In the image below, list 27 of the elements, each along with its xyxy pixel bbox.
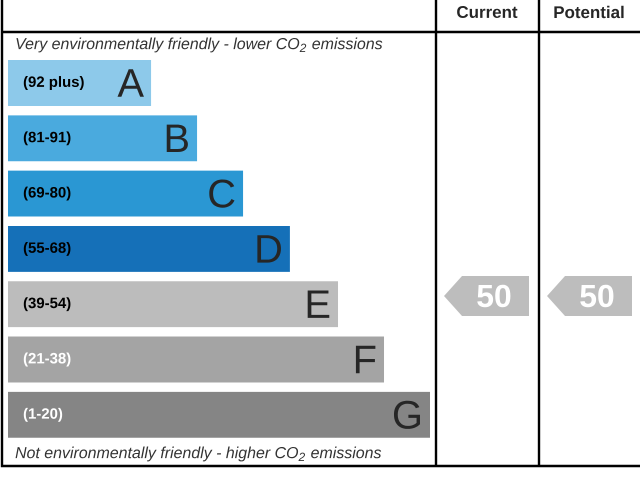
- text: 50: [477, 284, 510, 308]
- annotation: B: [166, 124, 188, 152]
- bar: [8, 60, 152, 106]
- y-tick-label: (69-80): [24, 186, 70, 201]
- bar: [8, 170, 244, 217]
- text: 50: [580, 284, 614, 308]
- y-tick-label: (92 plus): [24, 76, 84, 90]
- y-tick-label: (55-68): [24, 242, 70, 256]
- y-tick-label: (1-20): [24, 408, 62, 422]
- text: Potential: [554, 6, 624, 18]
- bar: [8, 226, 290, 272]
- y-tick-label: (21-38): [24, 352, 70, 366]
- bar: [8, 281, 338, 328]
- chart-title: Very environmentally friendly - lower CO$_{2}$ emissions: [16, 38, 382, 52]
- annotation: A: [118, 69, 144, 97]
- annotation: E: [308, 290, 330, 318]
- annotation: G: [394, 400, 420, 429]
- annotation: C: [209, 180, 234, 208]
- y-tick-label: (39-54): [24, 297, 70, 312]
- annotation: Not environmentally friendly - higher CO$_{2}$ emissions: [16, 446, 382, 462]
- text: Current: [457, 6, 518, 18]
- y-tick-label: (81-91): [24, 131, 70, 146]
- annotation: F: [356, 346, 376, 374]
- bar: [8, 392, 430, 438]
- bar: [8, 336, 384, 382]
- bar: [8, 115, 198, 162]
- annotation: D: [257, 235, 281, 263]
